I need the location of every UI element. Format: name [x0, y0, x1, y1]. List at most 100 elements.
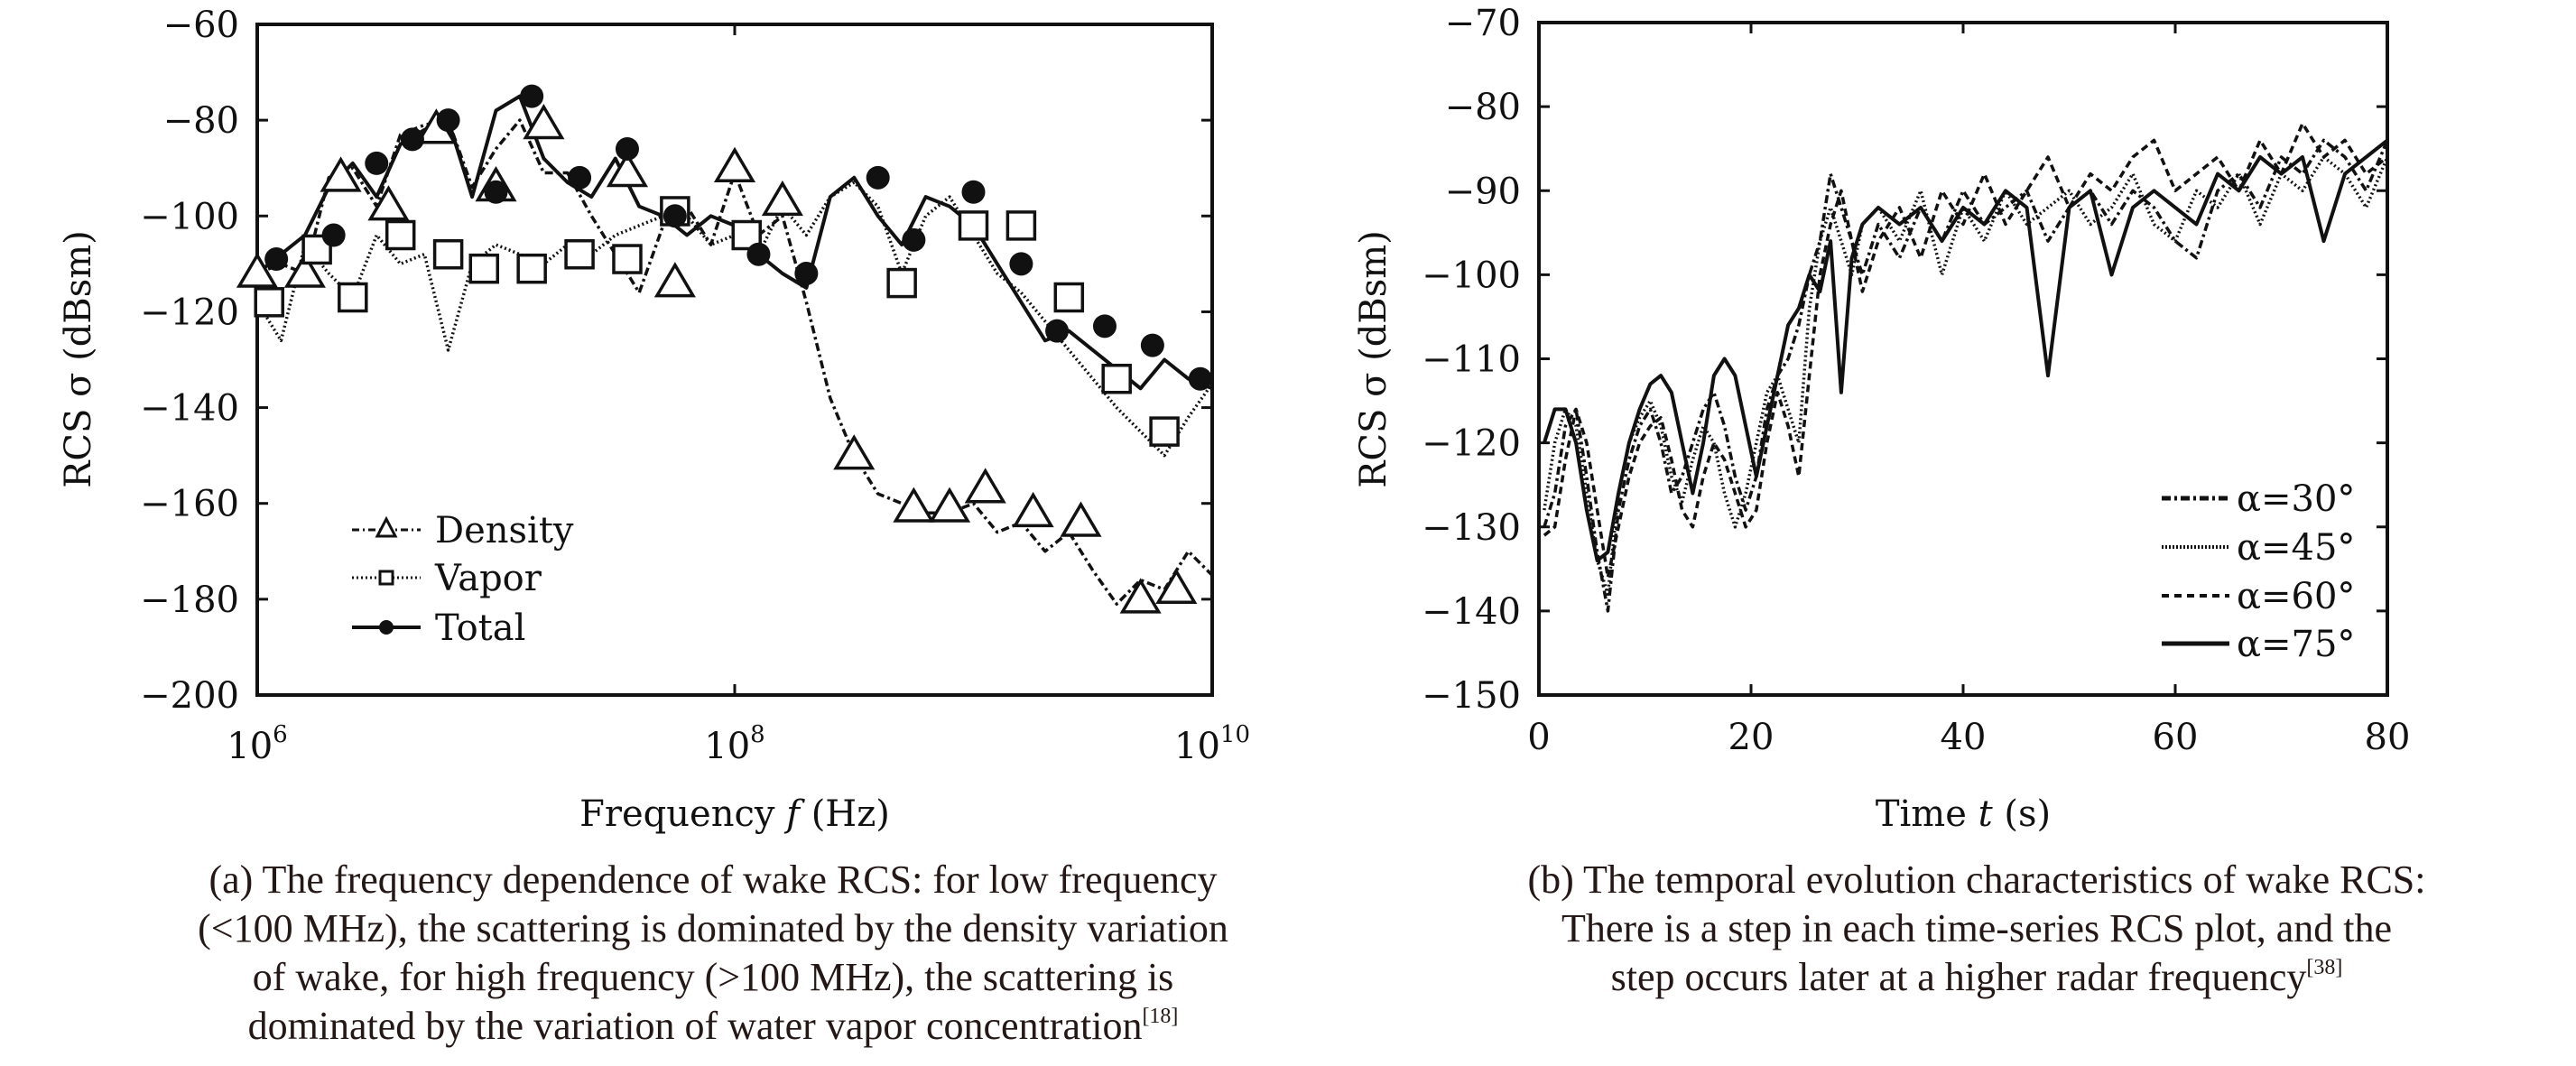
- chart-a-x-ticks: 106 108 1010: [227, 24, 1250, 767]
- data-point-density: [833, 434, 876, 470]
- data-point-vapor: [1053, 282, 1085, 313]
- data-point-density: [964, 468, 1006, 504]
- chart-a-legend: Density Vapor Total: [352, 510, 574, 649]
- series-line-alpha-60: [1543, 122, 2389, 579]
- caption-b-line: (b) The temporal evolution characteristi…: [1527, 857, 2426, 902]
- data-point-density: [653, 262, 696, 298]
- series-line-alpha-30: [1543, 138, 2389, 613]
- y-tick-label: −140: [1422, 591, 1521, 633]
- chart-a-y-ticks: −60 −80 −100 −120 −140 −160 −180 −200: [140, 5, 1212, 717]
- data-point-total: [1045, 319, 1070, 343]
- caption-a-line-last: dominated by the variation of water vapo…: [54, 1002, 1372, 1051]
- caption-a-line: (<100 MHz), the scattering is dominated …: [198, 906, 1228, 950]
- circle-marker-icon: [379, 620, 394, 635]
- data-point-total: [663, 204, 687, 228]
- y-tick-label: −100: [140, 196, 239, 237]
- data-point-density: [713, 146, 756, 182]
- chart-b-legend: α=30° α=45° α=60° α=75°: [2162, 478, 2355, 665]
- data-point-total: [961, 180, 986, 204]
- caption-b: (b) The temporal evolution characteristi…: [1408, 856, 2545, 1002]
- data-point-vapor: [564, 238, 595, 270]
- y-tick-label: −80: [163, 100, 239, 142]
- caption-b-line-last: step occurs later at a higher radar freq…: [1408, 953, 2545, 1002]
- x-tick-label: 1010: [1174, 721, 1250, 767]
- data-point-density: [1060, 501, 1102, 537]
- y-tick-label: −160: [140, 484, 239, 525]
- chart-b-y-axis-label: RCS σ (dBsm): [1353, 230, 1395, 488]
- caption-b-text: step occurs later at a higher radar freq…: [1610, 955, 2307, 999]
- legend-item-alpha-45: α=45°: [2162, 527, 2355, 569]
- legend-label-alpha-60: α=60°: [2237, 576, 2355, 617]
- data-point-vapor: [468, 253, 500, 284]
- data-point-density: [283, 252, 326, 288]
- chart-a-frequency-dependence: −60 −80 −100 −120 −140 −160 −180 −200 106 108 101…: [58, 5, 1250, 835]
- chart-b-y-ticks: −70 −80 −90 −100 −110 −120 −130 −140 −150: [1422, 3, 2387, 717]
- x-tick-label: 0: [1527, 717, 1550, 758]
- chart-a-x-axis-label: Frequency f (Hz): [579, 793, 890, 835]
- caption-a-line: (a) The frequency dependence of wake RCS…: [208, 857, 1218, 902]
- y-tick-label: −150: [1422, 675, 1521, 717]
- data-point-density: [367, 185, 410, 221]
- chart-b-x-axis-label: Time t (s): [1876, 793, 2051, 835]
- y-tick-label: −100: [1422, 255, 1521, 296]
- data-point-total: [1009, 252, 1033, 276]
- x-tick-label: 108: [704, 721, 764, 767]
- legend-item-vapor: Vapor: [352, 558, 542, 599]
- caption-b-line: There is a step in each time-series RCS …: [1561, 906, 2393, 950]
- x-tick-label: 20: [1728, 717, 1774, 758]
- data-point-vapor: [612, 244, 643, 274]
- data-point-vapor: [254, 287, 284, 318]
- data-point-density: [1155, 568, 1198, 604]
- legend-item-alpha-60: α=60°: [2162, 576, 2355, 617]
- y-tick-label: −180: [140, 579, 239, 621]
- x-tick-label: 80: [2365, 717, 2411, 758]
- legend-label-total: Total: [435, 607, 525, 649]
- data-point-vapor: [385, 219, 416, 251]
- legend-label-alpha-75: α=75°: [2237, 624, 2355, 665]
- data-point-total: [436, 108, 460, 133]
- data-point-vapor: [516, 253, 547, 284]
- data-point-total: [1188, 366, 1212, 391]
- series-line-alpha-45: [1543, 155, 2389, 597]
- data-point-total: [615, 136, 639, 161]
- legend-label-vapor: Vapor: [434, 558, 542, 599]
- data-point-density: [1012, 491, 1054, 528]
- square-marker-icon: [378, 570, 394, 586]
- data-point-total: [520, 84, 544, 108]
- data-point-total: [400, 127, 424, 152]
- data-point-vapor: [958, 210, 989, 241]
- data-point-density: [523, 103, 565, 140]
- data-point-vapor: [1005, 210, 1037, 241]
- caption-a: (a) The frequency dependence of wake RCS…: [54, 856, 1372, 1051]
- data-point-total: [902, 227, 926, 252]
- chart-a-plot-frame: [255, 23, 1214, 697]
- data-point-vapor: [1101, 363, 1132, 394]
- y-tick-label: −200: [140, 675, 239, 717]
- data-point-vapor: [886, 267, 917, 299]
- legend-item-alpha-30: α=30°: [2162, 478, 2355, 520]
- data-point-density: [606, 152, 649, 188]
- y-tick-label: −120: [1422, 423, 1521, 465]
- data-point-density: [761, 180, 803, 217]
- caption-a-line: of wake, for high frequency (>100 MHz), …: [252, 955, 1174, 999]
- data-point-total: [568, 165, 592, 190]
- chart-b-series: [1542, 122, 2389, 613]
- data-point-total: [484, 180, 508, 204]
- data-point-density: [928, 487, 971, 523]
- caption-a-reference: [18]: [1142, 1005, 1179, 1028]
- x-tick-label: 40: [1941, 717, 1987, 758]
- x-tick-label: 106: [227, 721, 287, 767]
- chart-b-temporal-evolution: −70 −80 −90 −100 −110 −120 −130 −140 −150 0 20 40 6…: [1353, 3, 2410, 835]
- legend-label-alpha-45: α=45°: [2237, 527, 2355, 569]
- y-tick-label: −80: [1445, 87, 1521, 128]
- series-line-alpha-75: [1542, 138, 2389, 562]
- figure: −60 −80 −100 −120 −140 −160 −180 −200 106 108 101…: [58, 3, 2410, 835]
- y-tick-label: −110: [1422, 339, 1521, 381]
- legend-label-density: Density: [435, 510, 574, 552]
- y-tick-label: −130: [1422, 507, 1521, 549]
- y-tick-label: −140: [140, 388, 239, 430]
- data-point-density: [320, 156, 362, 192]
- legend-item-total: Total: [352, 607, 525, 649]
- y-tick-label: −90: [1445, 171, 1521, 212]
- data-point-vapor: [1149, 416, 1180, 447]
